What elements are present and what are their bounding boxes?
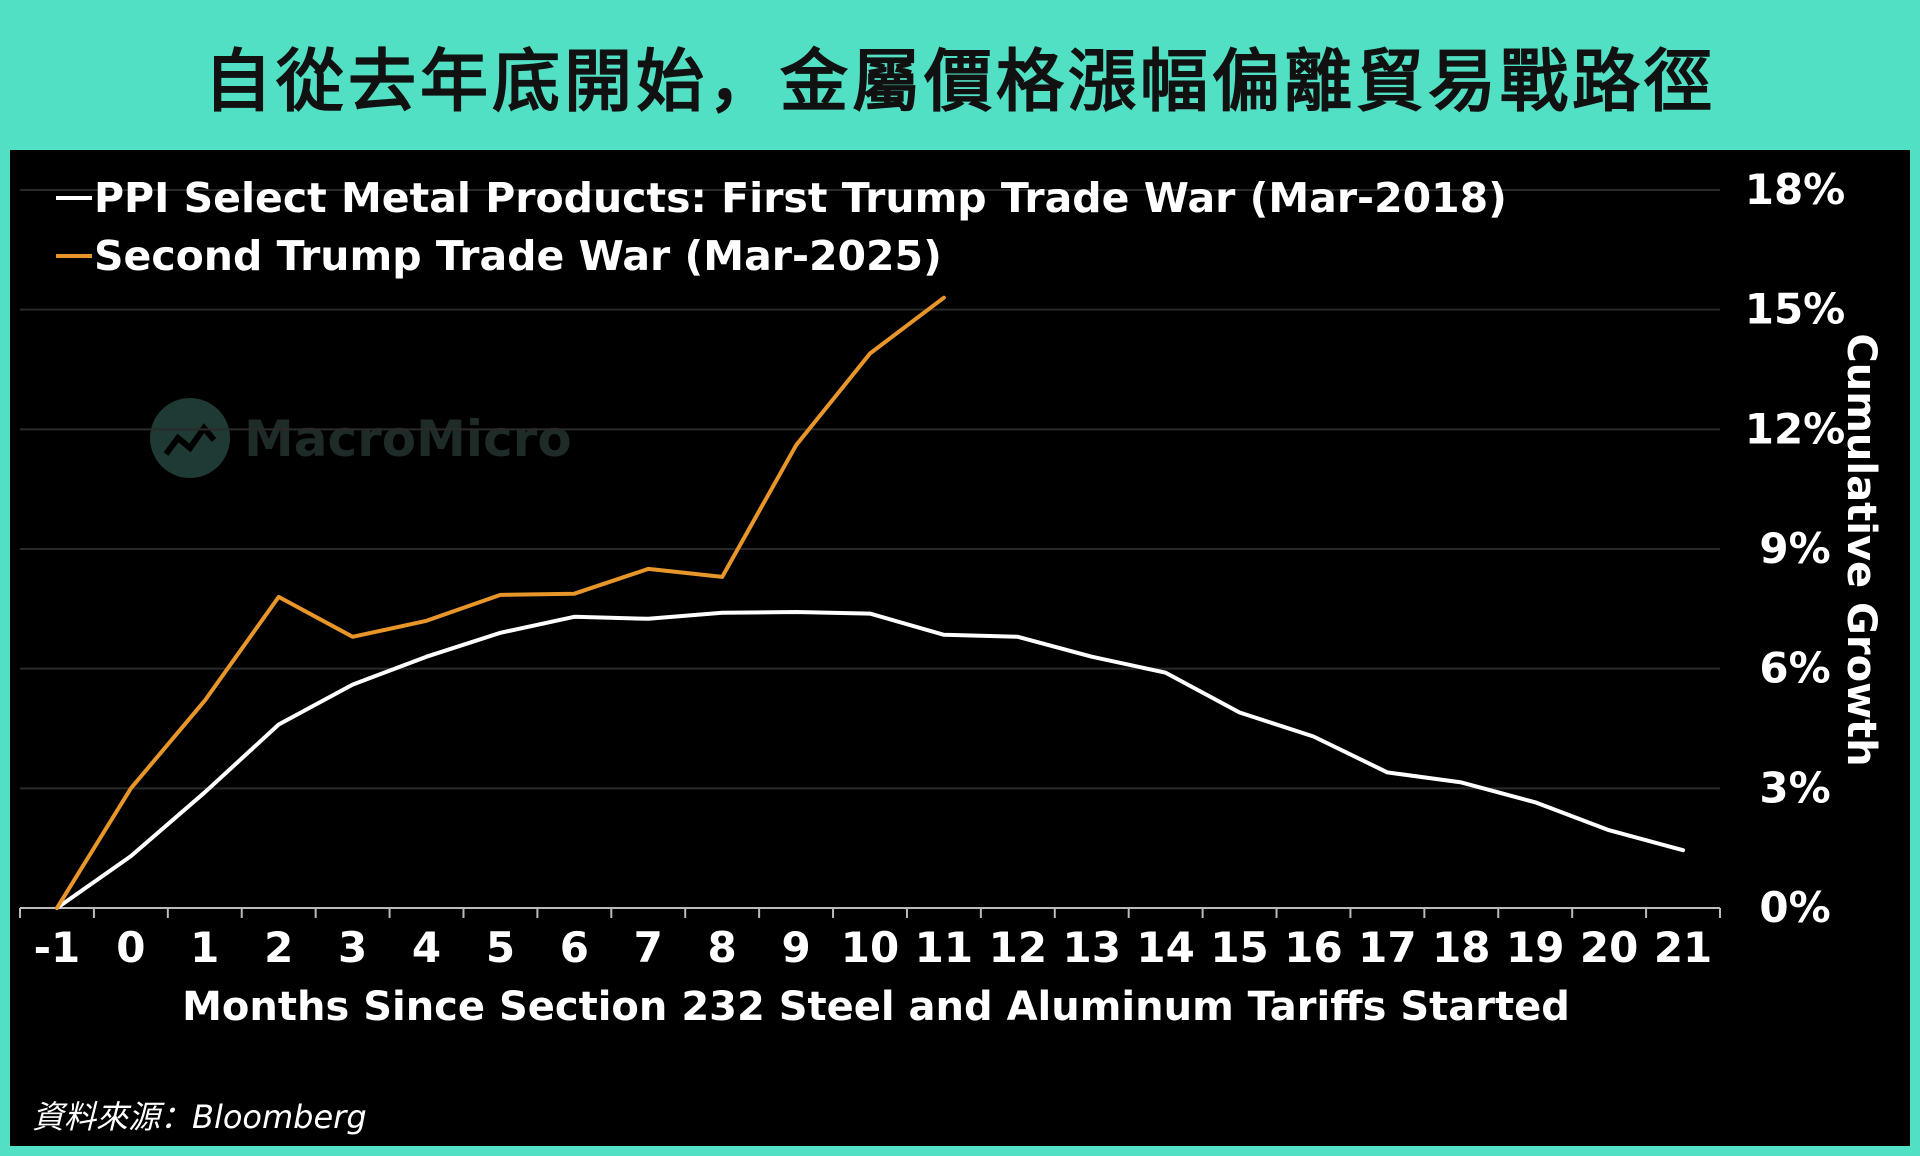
x-tick-label: 6 <box>560 923 589 972</box>
x-tick-label: 21 <box>1654 923 1712 972</box>
series-first-trade-war-line <box>55 610 1685 910</box>
x-tick-label: 10 <box>841 923 899 972</box>
y-tick-label: 15% <box>1745 285 1846 334</box>
legend-item-second: Second Trump Trade War (Mar-2025) <box>56 232 942 280</box>
y-tick-label: 3% <box>1759 763 1830 812</box>
legend-item-first: PPI Select Metal Products: First Trump T… <box>56 174 1507 222</box>
x-axis: -1 0 1 2 3 4 5 6 7 8 9 10 11 12 13 14 15 16 17 18 19 20 21 <box>19 907 1721 972</box>
grid-lines <box>20 189 1720 790</box>
x-tick-label: 8 <box>708 923 737 972</box>
x-tick-label: 15 <box>1210 923 1268 972</box>
x-tick-label: 13 <box>1063 923 1121 972</box>
header: 自從去年底開始，金屬價格漲幅偏離貿易戰路徑 <box>0 0 1920 150</box>
x-tick-label: 2 <box>264 923 293 972</box>
y-tick-label: 12% <box>1745 404 1846 453</box>
watermark-logo-mark <box>163 423 217 456</box>
chart-title: 自從去年底開始，金屬價格漲幅偏離貿易戰路徑 <box>203 42 1716 122</box>
x-tick-label: 4 <box>412 923 441 972</box>
y-axis: 0% 3% 6% 9% 12% 15% 18% <box>1745 165 1846 932</box>
legend-label-second: Second Trump Trade War (Mar-2025) <box>94 232 942 280</box>
watermark: MacroMicro <box>150 398 572 478</box>
legend: PPI Select Metal Products: First Trump T… <box>56 174 1507 280</box>
source-note: 資料來源：Bloomberg <box>32 1098 367 1136</box>
y-axis-label: Cumulative Growth <box>1838 333 1884 766</box>
x-tick-label: 16 <box>1284 923 1342 972</box>
x-axis-label: Months Since Section 232 Steel and Alumi… <box>182 984 1570 1030</box>
x-tick-label: 17 <box>1358 923 1416 972</box>
y-tick-label: 0% <box>1759 883 1830 932</box>
x-tick-label: 11 <box>915 923 973 972</box>
x-tick-label: 12 <box>989 923 1047 972</box>
chart-panel: MacroMicro -1 0 1 2 3 4 5 6 7 8 9 10 11 12 13 14 15 16 17 1… <box>10 150 1910 1146</box>
watermark-logo-icon <box>150 398 230 478</box>
x-tick-label: 5 <box>486 923 515 972</box>
x-tick-label: 1 <box>190 923 219 972</box>
x-tick-label: -1 <box>34 923 81 972</box>
y-tick-label: 6% <box>1759 644 1830 693</box>
x-tick-label: 9 <box>781 923 810 972</box>
series-second-trade-war-line <box>55 295 946 910</box>
x-tick-label: 20 <box>1580 923 1638 972</box>
x-tick-label: 0 <box>116 923 145 972</box>
series-lines <box>55 295 1685 910</box>
watermark-text: MacroMicro <box>244 410 572 468</box>
x-tick-label: 14 <box>1136 923 1194 972</box>
y-tick-label: 9% <box>1759 524 1830 573</box>
y-tick-label: 18% <box>1745 165 1846 214</box>
x-tick-label: 18 <box>1432 923 1490 972</box>
x-tick-label: 19 <box>1506 923 1564 972</box>
x-tick-label: 7 <box>634 923 663 972</box>
line-chart: MacroMicro -1 0 1 2 3 4 5 6 7 8 9 10 11 12 13 14 15 16 17 1… <box>19 165 1884 1030</box>
legend-label-first: PPI Select Metal Products: First Trump T… <box>94 174 1507 222</box>
x-tick-label: 3 <box>338 923 367 972</box>
